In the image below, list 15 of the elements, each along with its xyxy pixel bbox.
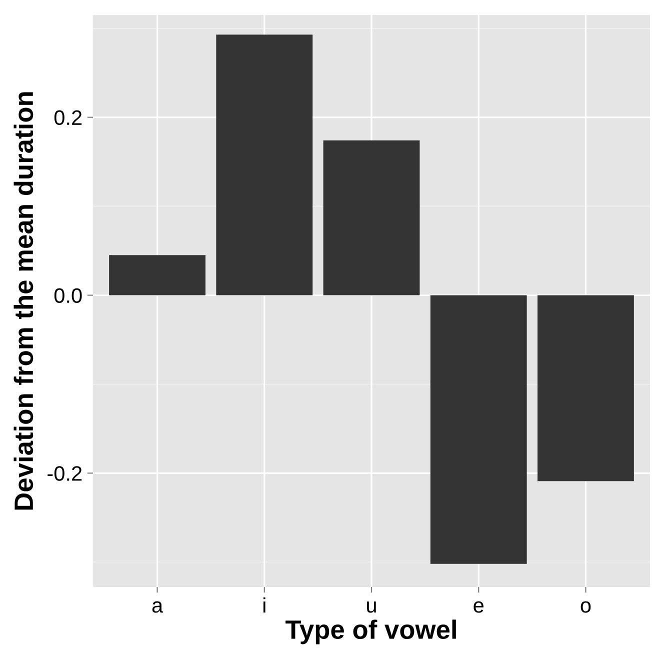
bar <box>323 140 420 296</box>
x-tick-label: a <box>152 601 164 613</box>
bar <box>109 255 206 296</box>
x-tick-label: i <box>263 597 266 613</box>
bar <box>430 295 527 564</box>
y-axis-title: Deviation from the mean duration <box>14 92 34 510</box>
x-tick-label: o <box>580 601 591 613</box>
x-axis-title: Type of vowel <box>286 620 456 644</box>
x-tick-label: u <box>367 602 376 613</box>
y-tick-label: 0.0 <box>54 288 82 303</box>
y-tick-label: 0.2 <box>54 110 82 126</box>
bar <box>538 295 634 482</box>
x-tick-label: e <box>474 601 484 613</box>
y-tick-label: -0.2 <box>48 466 82 481</box>
bar <box>216 34 313 296</box>
